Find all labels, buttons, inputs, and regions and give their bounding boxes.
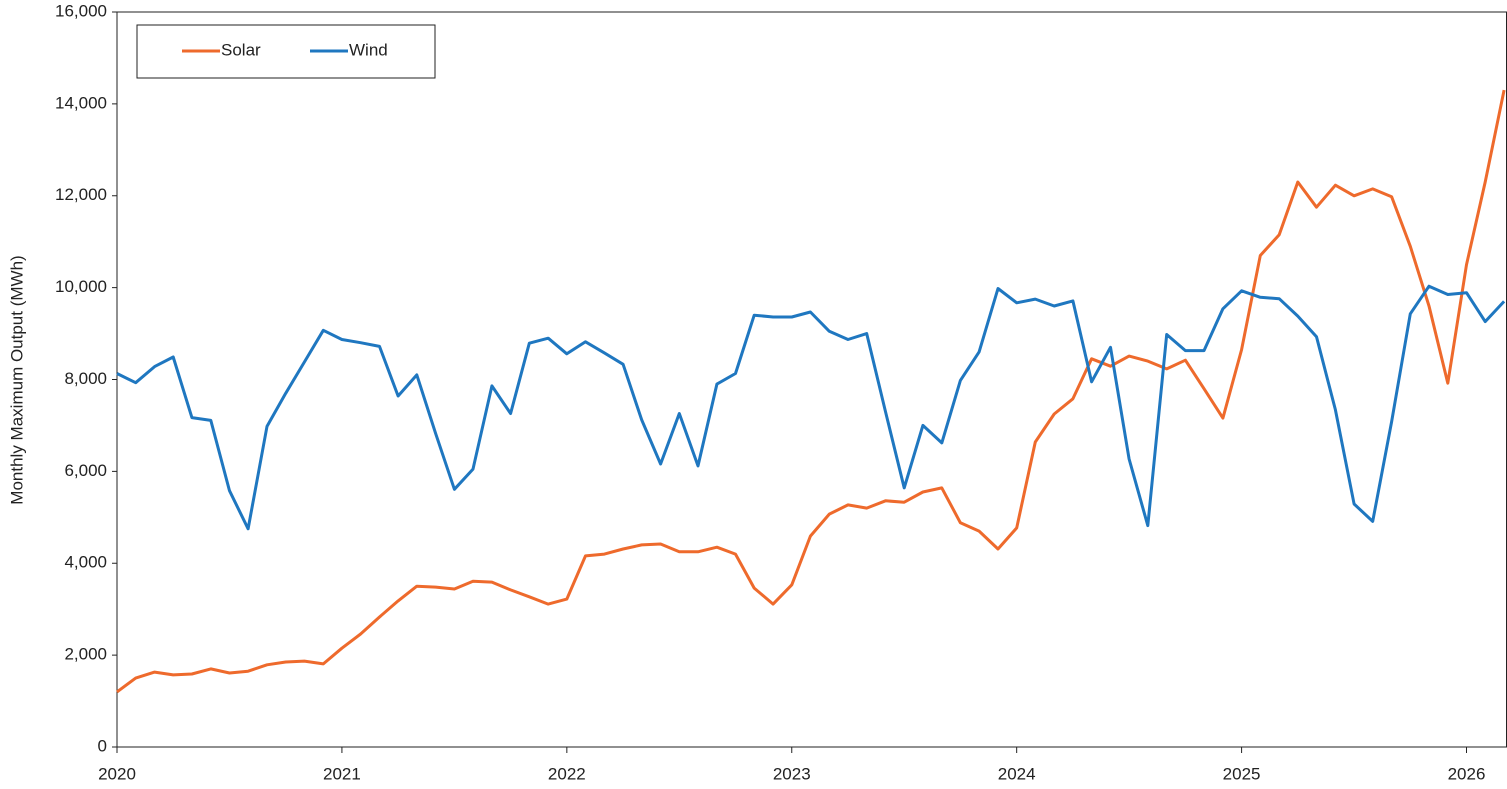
x-tick-label: 2020 [98, 764, 136, 783]
series-line [116, 284, 1506, 531]
x-tick-label: 2022 [548, 764, 586, 783]
y-tick-label: 14,000 [55, 93, 107, 112]
y-tick-label: 16,000 [55, 1, 107, 20]
y-tick-label: 4,000 [64, 553, 107, 572]
legend-label: Solar [221, 40, 261, 59]
y-tick-label: 10,000 [55, 277, 107, 296]
legend-box [136, 24, 436, 79]
x-tick-label: 2024 [998, 764, 1036, 783]
y-tick-label: 2,000 [64, 645, 107, 664]
y-tick-label: 6,000 [64, 461, 107, 480]
x-tick-label: 2023 [773, 764, 811, 783]
y-tick-label: 0 [98, 736, 107, 755]
y-axis-label: Monthly Maximum Output (MWh) [7, 255, 26, 504]
x-tick-label: 2026 [1448, 764, 1486, 783]
legend-label: Wind [349, 40, 388, 59]
y-tick-label: 12,000 [55, 185, 107, 204]
series-line [116, 89, 1506, 694]
plot-frame [116, 11, 1507, 748]
y-tick-label: 8,000 [64, 369, 107, 388]
legend: Solar Wind [136, 24, 436, 79]
x-tick-label: 2021 [323, 764, 361, 783]
x-tick-label: 2025 [1223, 764, 1261, 783]
